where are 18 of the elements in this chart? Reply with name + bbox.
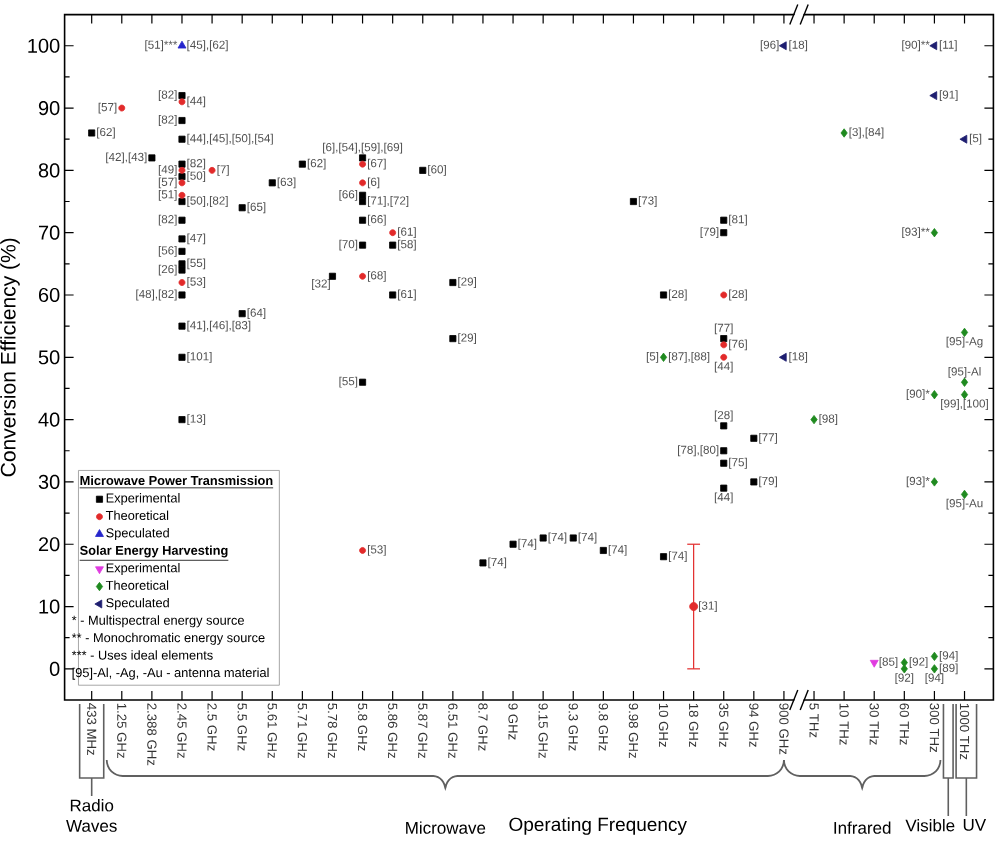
y-tick-label: 70 xyxy=(38,225,60,240)
y-tick-label: 100 xyxy=(28,38,60,53)
text: Microwave xyxy=(406,821,486,834)
y-tick-label: 10 xyxy=(39,599,60,614)
y-tick-label: 60 xyxy=(38,287,60,303)
y-tick-label: 80 xyxy=(38,163,60,178)
y-tick-label: 20 xyxy=(38,537,60,552)
y-tick-label: 0 xyxy=(49,661,60,676)
y-tick-label: 90 xyxy=(38,100,60,116)
text: Infrared xyxy=(834,821,891,834)
text: Visible xyxy=(905,819,955,832)
text: Radio Waves xyxy=(66,799,117,832)
y-tick-label: 30 xyxy=(38,474,60,489)
y-tick-label: 50 xyxy=(38,350,60,365)
y-axis-title: Conversion Efficiency (%) xyxy=(0,238,20,477)
x-axis-title: Operating Frequency xyxy=(509,817,687,835)
text: UV xyxy=(963,819,987,831)
y-tick-label: 40 xyxy=(38,412,60,427)
